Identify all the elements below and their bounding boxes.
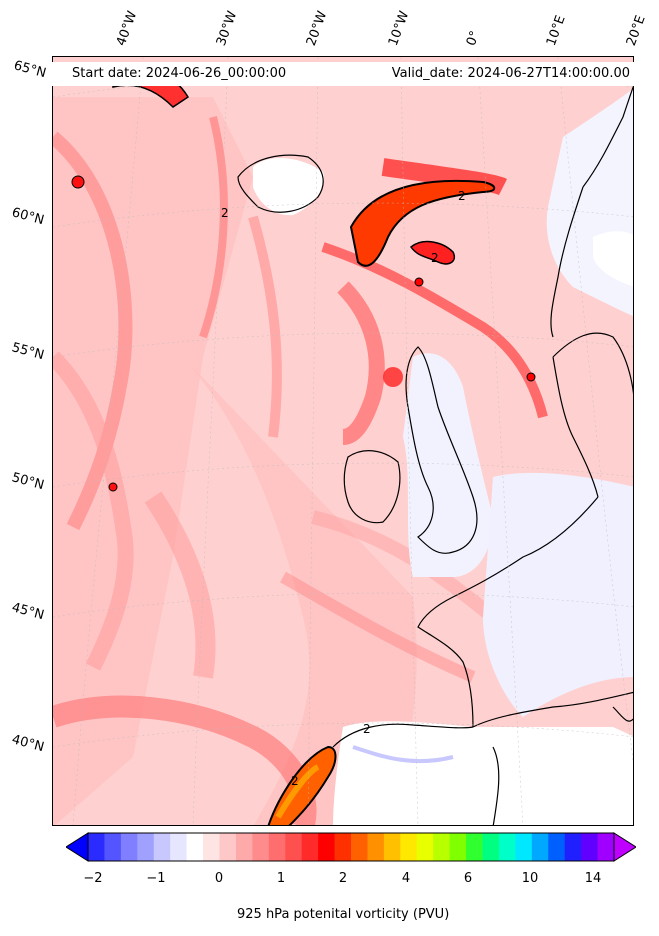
colorbar-cell — [252, 833, 270, 861]
colorbar-cell — [433, 833, 451, 861]
colorbar-cell — [367, 833, 385, 861]
contour-label: 2 — [291, 774, 299, 788]
colorbar-cell — [153, 833, 171, 861]
colorbar-cell — [301, 833, 319, 861]
pv-field-svg: 2 2 2 2 2 — [53, 57, 633, 825]
colorbar-cell — [170, 833, 188, 861]
colorbar-tick: 6 — [463, 871, 473, 886]
colorbar-tick: 0 — [214, 871, 224, 886]
colorbar-tick: 10 — [521, 871, 539, 886]
colorbar-cell — [137, 833, 155, 861]
colorbar-cell — [203, 833, 220, 861]
lat-label-55n: 55°N — [10, 340, 46, 364]
lat-label-60n: 60°N — [10, 205, 46, 229]
lon-label-20e: 20°E — [623, 13, 649, 49]
lon-label-40w: 40°W — [113, 9, 141, 48]
colorbar-extend-high — [613, 832, 636, 862]
colorbar-cell — [466, 833, 483, 861]
lat-label-65n: 65°N — [12, 58, 48, 82]
colorbar-cell — [449, 833, 467, 861]
colorbar-extend-low — [66, 832, 89, 862]
colorbar-cell — [186, 833, 204, 861]
colorbar-cell — [219, 833, 237, 861]
colorbar-cell — [564, 833, 582, 861]
lon-label-10e: 10°E — [543, 13, 569, 49]
colorbar-cell — [318, 833, 336, 861]
lat-label-40n: 40°N — [10, 732, 46, 756]
map-header: Start date: 2024-06-26_00:00:00 Valid_da… — [52, 62, 634, 86]
colorbar-cell — [416, 833, 434, 861]
lon-label-20w: 20°W — [303, 9, 331, 48]
colorbar-tick: 1 — [276, 871, 286, 886]
colorbar-cell — [515, 833, 533, 861]
colorbar-cell — [400, 833, 418, 861]
colorbar-cell — [531, 833, 549, 861]
colorbar-label: 925 hPa potenital vorticity (PVU) — [237, 907, 450, 922]
colorbar-tick: 4 — [401, 871, 411, 886]
colorbar-cell — [104, 833, 122, 861]
colorbar-cell — [581, 833, 599, 861]
colorbar-cell — [548, 833, 566, 861]
colorbar-cell — [498, 833, 516, 861]
colorbar-tick: 2 — [338, 871, 348, 886]
contour-label: 2 — [221, 206, 229, 220]
contour-label: 2 — [458, 189, 466, 203]
colorbar-cell — [285, 833, 303, 861]
colorbar-cell — [351, 833, 368, 861]
lon-label-10w: 10°W — [385, 9, 413, 48]
pv-map: 2 2 2 2 2 — [52, 56, 634, 826]
start-date: Start date: 2024-06-26_00:00:00 — [72, 66, 287, 81]
colorbar-cell — [268, 833, 286, 861]
contour-label: 2 — [431, 251, 439, 265]
colorbar-cell — [383, 833, 401, 861]
colorbar-tick: 14 — [584, 871, 602, 886]
lat-label-50n: 50°N — [10, 470, 46, 494]
colorbar-cell — [334, 833, 352, 861]
valid-date: Valid_date: 2024-06-27T14:00:00.00 — [391, 66, 630, 81]
colorbar-cell — [88, 833, 105, 861]
colorbar-cell — [482, 833, 500, 861]
colorbar-cell — [597, 833, 615, 861]
colorbar — [66, 832, 636, 862]
contour-label: 2 — [363, 722, 371, 736]
colorbar-tick: −1 — [146, 871, 166, 886]
lon-label-0: 0° — [463, 28, 484, 48]
colorbar-cell — [120, 833, 138, 861]
lat-label-45n: 45°N — [10, 600, 46, 624]
colorbar-tick: −2 — [83, 871, 103, 886]
lon-label-30w: 30°W — [213, 9, 241, 48]
colorbar-cell — [235, 833, 253, 861]
